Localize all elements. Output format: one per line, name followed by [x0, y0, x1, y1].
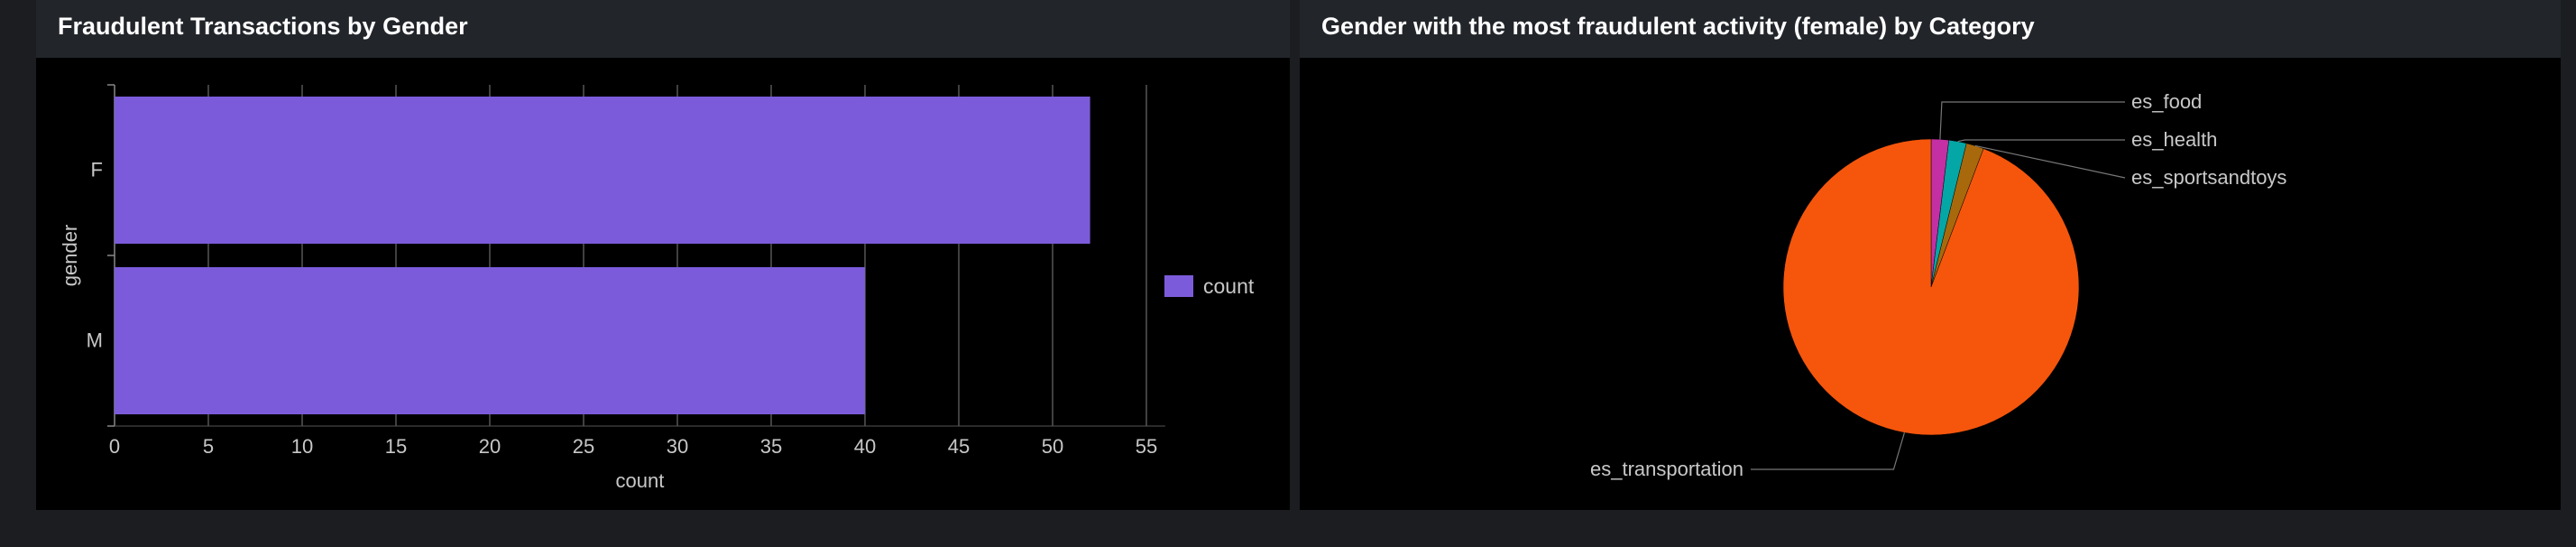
pie-label: es_sportsandtoys [2131, 166, 2286, 189]
x-tick-label: 10 [291, 435, 313, 458]
x-tick-label: 20 [479, 435, 501, 458]
y-tick-label: M [87, 329, 103, 352]
pie-chart-title: Gender with the most fraudulent activity… [1321, 13, 2035, 40]
bar-f [115, 97, 1090, 244]
pie-chart: es_food es_health es_sportsandtoys es_trans… [1590, 90, 2286, 480]
legend-swatch [1164, 275, 1193, 297]
x-tick-label: 15 [385, 435, 407, 458]
x-tick-label: 40 [854, 435, 876, 458]
pie-chart-panel: Gender with the most fraudulent activity… [1300, 0, 2561, 510]
pie-label: es_transportation [1590, 458, 1743, 480]
x-tick-label: 50 [1042, 435, 1063, 458]
x-tick-label: 0 [109, 435, 120, 458]
bar-chart-panel-header: Fraudulent Transactions by Gender [36, 0, 1290, 58]
x-tick-label: 35 [760, 435, 782, 458]
bar-chart-panel: Fraudulent Transactions by Gender F M 0 5 10… [36, 0, 1290, 510]
pie-label: es_health [2131, 128, 2217, 151]
legend-label: count [1203, 274, 1255, 298]
pie-slice-transportation [1782, 138, 2080, 436]
x-tick-label: 5 [203, 435, 214, 458]
x-tick-label: 30 [667, 435, 688, 458]
pie-leader-line [1957, 139, 2125, 143]
y-axis-title: gender [59, 225, 81, 287]
pie-chart-panel-header: Gender with the most fraudulent activity… [1300, 0, 2561, 58]
x-tick-label: 45 [948, 435, 970, 458]
x-tick-label: 25 [573, 435, 594, 458]
x-axis-title: count [615, 469, 664, 492]
y-tick-label: F [91, 159, 103, 181]
pie-leader-line [1974, 144, 2126, 179]
bar-m [115, 267, 865, 414]
x-tick-label: 55 [1136, 435, 1157, 458]
pie-leader-line [1939, 101, 2125, 140]
pie-label: es_food [2131, 90, 2202, 113]
bar-chart: F M 0 5 10 15 20 25 30 35 40 45 50 55 count gender count [59, 84, 1255, 492]
bar-chart-title: Fraudulent Transactions by Gender [58, 13, 468, 40]
pie-leader-line [1751, 432, 1906, 470]
